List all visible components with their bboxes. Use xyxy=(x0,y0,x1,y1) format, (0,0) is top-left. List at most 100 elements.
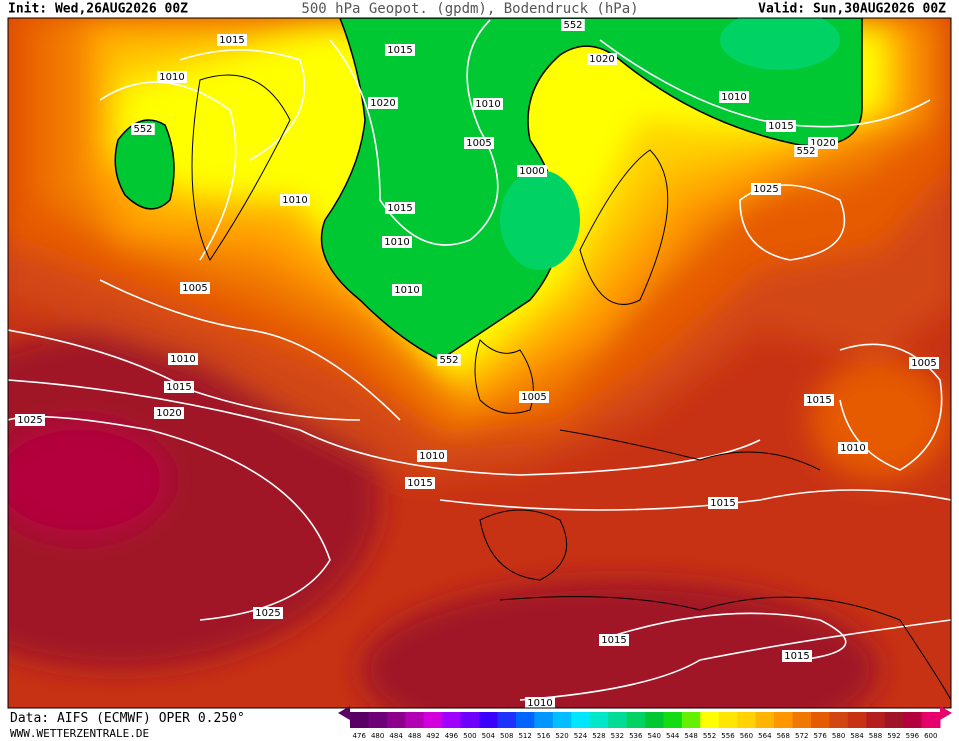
colorbar-label: 568 xyxy=(777,732,790,740)
isobar-label: 1010 xyxy=(159,72,184,83)
isobar-label: 552 xyxy=(133,124,152,135)
isobar-label: 1005 xyxy=(182,283,207,294)
colorbar-label: 572 xyxy=(795,732,808,740)
isobar-label-box xyxy=(168,353,198,365)
isobar-label: 1025 xyxy=(17,415,42,426)
colorbar-label: 488 xyxy=(408,732,421,740)
isobar-label-box xyxy=(180,282,210,294)
colorbar-label: 532 xyxy=(611,732,624,740)
colorbar-cell xyxy=(810,712,830,728)
isobar-label: 1010 xyxy=(170,354,195,365)
colorbar-cell xyxy=(552,712,572,728)
isobar-label: 1015 xyxy=(601,635,626,646)
isobar-label: 1010 xyxy=(475,99,500,110)
isobar-label-box xyxy=(751,183,781,195)
isobar-label-box xyxy=(253,607,283,619)
colorbar-cell xyxy=(737,712,757,728)
isobar-label: 1000 xyxy=(519,166,544,177)
colorbar-cell xyxy=(866,712,886,728)
isobar-label-box xyxy=(766,120,796,132)
colorbar-label: 584 xyxy=(850,732,864,740)
colorbar-cell xyxy=(755,712,775,728)
isobar-label-box xyxy=(280,194,310,206)
colorbar-label: 592 xyxy=(887,732,900,740)
colorbar-label-bg xyxy=(921,730,940,740)
isobar-label-box xyxy=(804,394,834,406)
colorbar-label-bg xyxy=(368,730,387,740)
isobar-label-box xyxy=(517,165,547,177)
colorbar-cell xyxy=(534,712,554,728)
colorbar-label: 524 xyxy=(574,732,588,740)
isobar-label: 552 xyxy=(563,20,582,31)
colorbar-label: 512 xyxy=(518,732,531,740)
colorbar-label: 480 xyxy=(371,732,384,740)
colorbar-label-bg xyxy=(589,730,609,740)
isobar-label: 1020 xyxy=(589,54,614,65)
map-title: 500 hPa Geopot. (gpdm), Bodendruck (hPa) xyxy=(301,1,638,17)
isobar-label: 1015 xyxy=(768,121,793,132)
colorbar-cell xyxy=(405,712,425,728)
isobar-label-box xyxy=(519,391,549,403)
isobar-label-box xyxy=(405,477,435,489)
isobar-label: 1025 xyxy=(255,608,280,619)
colorbar-label-bg xyxy=(497,730,516,740)
isobar-label-box xyxy=(473,98,503,110)
colorbar-label-bg xyxy=(571,730,590,740)
colorbar-cell xyxy=(829,712,849,728)
isobar-label: 1005 xyxy=(521,392,546,403)
colorbar-cell xyxy=(589,712,609,728)
colorbar-label: 600 xyxy=(924,732,937,740)
colorbar-label: 508 xyxy=(500,732,513,740)
colorbar-cell xyxy=(515,712,535,728)
isobar-label: 1020 xyxy=(810,138,835,149)
colorbar-label: 536 xyxy=(629,732,643,740)
colorbar-low-arrow xyxy=(338,706,350,720)
colorbar-label: 504 xyxy=(482,732,496,740)
colorbar-cell xyxy=(718,712,738,728)
isobar-label: 1015 xyxy=(387,45,412,56)
colorbar-cell xyxy=(884,712,904,728)
colorbar-label-bg xyxy=(903,730,922,740)
colorbar-cell xyxy=(423,712,443,728)
colorbar-label-bg xyxy=(884,730,904,740)
colorbar-cell xyxy=(479,712,498,728)
colorbar-label: 580 xyxy=(832,732,845,740)
colorbar-cell xyxy=(921,712,941,728)
colorbar-label-bg xyxy=(460,730,480,740)
colorbar-cell xyxy=(663,712,683,728)
isobar-label: 1025 xyxy=(753,184,778,195)
colorbar-label: 528 xyxy=(592,732,605,740)
isobar-label-box xyxy=(164,381,194,393)
isobar-label: 1010 xyxy=(840,443,865,454)
colorbar-label: 576 xyxy=(813,732,827,740)
isobar-label-box xyxy=(385,44,415,56)
colorbar-cell xyxy=(460,712,480,728)
colorbar-label-bg xyxy=(847,730,867,740)
colorbar-label-bg xyxy=(700,730,719,740)
isobar-label: 1010 xyxy=(282,195,307,206)
isobar-label-box xyxy=(794,145,818,157)
isobar-label-box xyxy=(838,442,868,454)
colorbar-cell xyxy=(497,712,517,728)
colorbar-cell xyxy=(442,712,462,728)
colorbar-high-arrow xyxy=(940,706,952,720)
isobar-label: 552 xyxy=(439,355,458,366)
colorbar-label-bg xyxy=(626,730,645,740)
colorbar-label-bg xyxy=(442,730,461,740)
colorbar-cell xyxy=(571,712,591,728)
colorbar-label: 500 xyxy=(463,732,476,740)
colorbar-label-bg xyxy=(645,730,664,740)
isobar-label-box xyxy=(131,123,155,135)
colorbar-cell xyxy=(792,712,812,728)
colorbar-label-bg xyxy=(866,730,885,740)
isobar-label-box xyxy=(719,91,749,103)
colorbar-cell xyxy=(608,712,628,728)
colorbar-cell xyxy=(681,712,701,728)
isobar-label-box xyxy=(385,202,415,214)
colorbar-label: 552 xyxy=(703,732,716,740)
isobar-label-box xyxy=(782,650,812,662)
colorbar-label-bg xyxy=(608,730,627,740)
isobar-label: 1020 xyxy=(370,98,395,109)
colorbar-label: 484 xyxy=(389,732,403,740)
